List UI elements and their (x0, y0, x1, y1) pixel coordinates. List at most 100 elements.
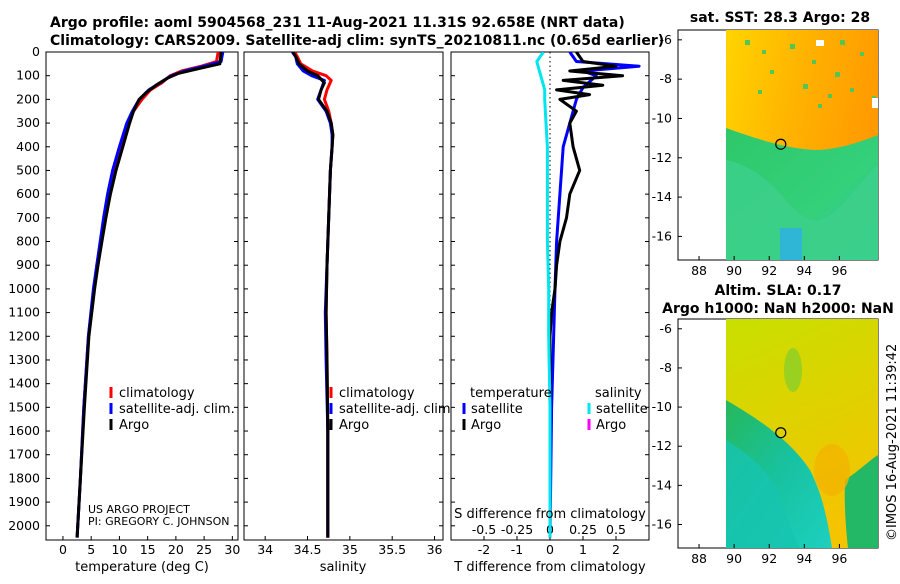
depth-tick-label: 600 (16, 186, 40, 201)
temperature-tick-label: 15 (140, 542, 156, 557)
series-argo (75, 52, 223, 538)
depth-tick-label: 2000 (8, 518, 40, 533)
map-lat-label: -12 (652, 150, 672, 165)
temperature-tick-label: 10 (111, 542, 127, 557)
map-lon-label: 90 (726, 551, 742, 566)
pi-label: PI: GREGORY C. JOHNSON (88, 515, 229, 528)
difference-panel: -2 -1 0 1 2 -0.5 -0.25 0 0.25 0.5 T difference f… (450, 51, 650, 575)
series-t-argo (548, 52, 625, 538)
salinity-panel: 34 34.5 35 35.5 36 salinity climatology sate… (243, 51, 455, 575)
depth-tick-label: 900 (16, 257, 40, 272)
depth-tick-label: 0 (32, 44, 40, 59)
series-s-satellite (535, 52, 552, 538)
map-lon-label: 94 (796, 551, 812, 566)
map-lat-label: -10 (652, 110, 672, 125)
s-diff-tick-label: 0.5 (606, 522, 626, 537)
salinity-y-tickmarks (244, 51, 443, 527)
salinity-series (291, 52, 335, 538)
salinity-tick-label: 36 (427, 542, 443, 557)
legend-label-t-argo: Argo (471, 418, 501, 433)
title-line-1: Argo profile: aoml 5904568_231 11-Aug-20… (50, 15, 625, 31)
sla-map-title: Altim. SLA: 0.17 (714, 283, 841, 299)
depth-tick-label: 1200 (8, 328, 40, 343)
map-lat-label: -14 (652, 189, 672, 204)
sst-map-x-ticks: 88 90 92 94 96 (691, 256, 847, 278)
depth-y-ticks: 0 100 200 300 400 500 600 700 800 900 1000 1100 1200… (8, 44, 238, 533)
depth-tick-label: 1400 (8, 376, 40, 391)
depth-tick-label: 700 (16, 210, 40, 225)
legend-header-salinity: salinity (595, 386, 642, 401)
temperature-tick-label: 30 (224, 542, 240, 557)
sst-argo-marker (775, 138, 787, 150)
legend-label-satellite-adj: satellite-adj. clim. (119, 402, 235, 417)
sst-missing-pixel-2 (872, 98, 878, 108)
map-lon-label: 88 (691, 263, 707, 278)
difference-series (535, 52, 641, 538)
legend-label-s-satellite: satellite (596, 402, 648, 417)
map-lat-label: -6 (660, 321, 673, 336)
sst-map-panel: sat. SST: 28.3 Argo: 28 88 90 92 94 96 -6-8-… (652, 10, 879, 278)
credit-text: ©IMOS 16-Aug-2021 11:39:42 (885, 344, 900, 541)
sla-map-subtitle: Argo h1000: NaN h2000: NaN (662, 301, 894, 317)
map-lat-label: -12 (652, 438, 672, 453)
sla-argo-marker (775, 427, 787, 439)
sst-cool-core (726, 160, 878, 260)
map-lon-label: 92 (761, 551, 777, 566)
sla-map-y-ticks: -6 -8 -10 -12 -14 -16 (652, 321, 682, 532)
temperature-tick-label: 20 (168, 542, 184, 557)
t-diff-tick-label: 0 (546, 542, 554, 557)
legend-label-climatology-2: climatology (339, 386, 415, 401)
s-difference-x-ticks: -0.5-0.2500.250.5 (472, 522, 626, 537)
legend-header-temperature: temperature (470, 386, 552, 401)
series-argo (291, 52, 335, 538)
map-lon-label: 90 (726, 263, 742, 278)
s-diff-tick-label: 0.25 (569, 522, 597, 537)
map-lon-label: 88 (691, 551, 707, 566)
salinity-tick-label: 35 (342, 542, 358, 557)
sst-cold-patch (780, 228, 802, 260)
temperature-panel: 0 5 10 15 20 25 30 0 100 200 300 400 500 600 700 800 90… (8, 44, 240, 575)
depth-tick-label: 200 (16, 91, 40, 106)
sla-map-x-ticks: 88 90 92 94 96 (691, 544, 847, 566)
depth-tick-label: 300 (16, 115, 40, 130)
temperature-legend: climatology satellite-adj. clim. Argo (109, 386, 235, 433)
legend-label-s-argo: Argo (596, 418, 626, 433)
map-lon-label: 92 (761, 263, 777, 278)
depth-tick-label: 100 (16, 68, 40, 83)
depth-tick-label: 400 (16, 139, 40, 154)
map-lon-label: 96 (831, 551, 847, 566)
map-lat-label: -8 (660, 71, 673, 86)
t-difference-x-label: T difference from climatology (453, 560, 646, 575)
temperature-series (75, 52, 225, 538)
temperature-axes-box (45, 51, 239, 541)
depth-tick-label: 500 (16, 162, 40, 177)
map-lon-label: 94 (796, 263, 812, 278)
t-difference-x-ticks: -2 -1 0 1 2 (478, 536, 620, 557)
map-lat-label: -16 (652, 228, 672, 243)
legend-label-climatology: climatology (119, 386, 195, 401)
depth-tick-label: 1700 (8, 447, 40, 462)
t-diff-tick-label: 1 (579, 542, 587, 557)
map-lat-label: -16 (652, 517, 672, 532)
map-lat-label: -10 (652, 399, 672, 414)
sst-map-y-ticks: -6 -8 -10 -12 -14 -16 (652, 32, 682, 243)
s-diff-tick-label: -0.25 (501, 522, 533, 537)
legend-label-argo: Argo (119, 418, 149, 433)
sla-green-eddy (784, 348, 802, 392)
title-line-2: Climatology: CARS2009. Satellite-adj cli… (50, 33, 664, 49)
legend-label-argo-2: Argo (339, 418, 369, 433)
sla-map-panel: Altim. SLA: 0.17 Argo h1000: NaN h2000: … (652, 283, 894, 566)
depth-tick-label: 800 (16, 234, 40, 249)
sst-map-title: sat. SST: 28.3 Argo: 28 (690, 10, 870, 26)
salinity-tick-label: 34 (257, 542, 273, 557)
depth-tick-label: 1100 (8, 305, 40, 320)
salinity-tick-label: 34.5 (294, 542, 322, 557)
s-difference-x-label: S difference from climatology (454, 507, 646, 522)
project-label: US ARGO PROJECT (88, 503, 190, 516)
sst-missing-pixel (816, 40, 824, 46)
depth-tick-label: 1300 (8, 352, 40, 367)
sst-field (726, 30, 878, 260)
s-diff-tick-label: -0.5 (472, 522, 496, 537)
difference-y-tickmarks (451, 51, 649, 527)
